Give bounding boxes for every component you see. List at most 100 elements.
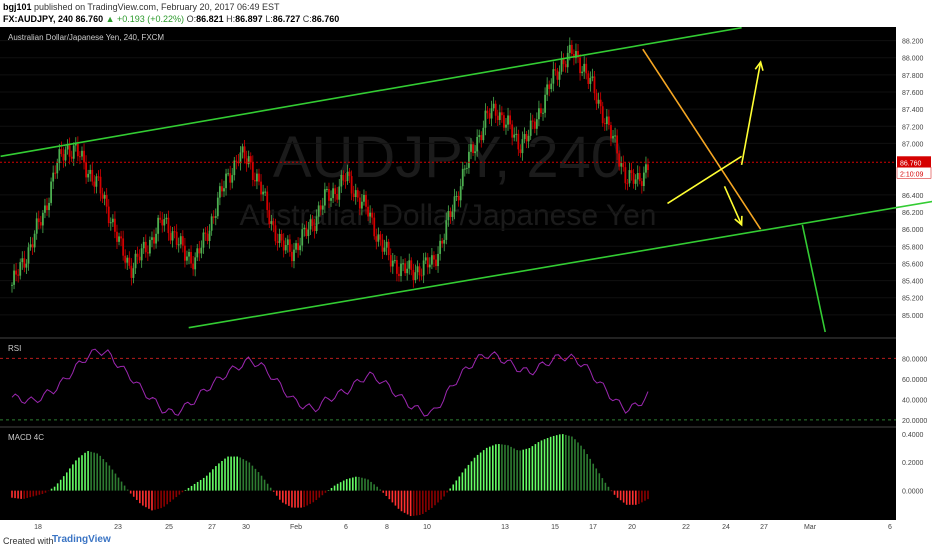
candle-body — [278, 233, 281, 243]
macd-bar — [525, 448, 528, 491]
candle-body — [614, 135, 616, 137]
macd-bar — [373, 484, 375, 491]
candle-body — [601, 106, 604, 124]
candle-body — [465, 167, 468, 169]
candle-body — [134, 253, 137, 269]
main-pane-title: Australian Dollar/Japanese Yen, 240, FXC… — [8, 33, 164, 42]
macd-bar — [440, 490, 442, 500]
orange-resistance[interactable] — [642, 48, 762, 230]
trading-chart[interactable]: AUDJPY, 240 Australian Dollar/Japanese Y… — [0, 27, 932, 532]
candle-body — [256, 173, 258, 182]
macd-bar — [260, 475, 263, 491]
candle-body — [202, 232, 205, 248]
candle-body — [533, 121, 536, 129]
candle-body — [529, 120, 532, 136]
candle-body — [511, 124, 514, 138]
candle-body — [11, 284, 13, 286]
macd-bar — [160, 490, 162, 509]
candle-body — [428, 264, 431, 268]
lower-channel-line[interactable] — [188, 195, 932, 329]
candle-body — [595, 93, 598, 104]
macd-bar — [236, 456, 238, 491]
candle-body — [472, 144, 474, 154]
candle-body — [233, 160, 236, 176]
candle-body — [538, 108, 540, 120]
tradingview-logo[interactable]: TradingView — [52, 534, 111, 545]
candle-body — [426, 257, 429, 268]
candle-body — [573, 54, 575, 58]
macd-bar — [482, 450, 485, 491]
candle-body — [317, 205, 320, 217]
macd-bar — [47, 490, 50, 492]
candle-body — [385, 241, 388, 248]
yellow-up-arrow[interactable] — [740, 61, 762, 166]
candle-body — [243, 146, 246, 159]
macd-bar — [552, 435, 555, 491]
macd-bar — [32, 490, 35, 497]
yellow-down-arrow[interactable] — [723, 185, 743, 226]
candle-body — [280, 233, 283, 241]
macd-bar — [604, 482, 607, 491]
low-value: 86.727 — [272, 14, 301, 24]
candle-body — [568, 44, 571, 53]
candle-body — [74, 143, 77, 146]
macd-bar — [400, 490, 403, 512]
candle-body — [527, 135, 530, 142]
candle-body — [358, 197, 361, 209]
candle-body — [264, 191, 267, 193]
macd-tick-label: 0.0000 — [902, 489, 924, 496]
candle-body — [44, 205, 46, 213]
macd-bar — [610, 490, 613, 492]
candle-body — [373, 217, 376, 237]
yellow-support[interactable] — [667, 155, 743, 205]
candle-body — [634, 179, 637, 184]
publisher-name[interactable]: bgj101 — [3, 2, 32, 12]
candle-body — [564, 64, 567, 68]
macd-bar — [139, 490, 141, 504]
candle-body — [323, 189, 326, 206]
ohlc-line: FX:AUDJPY, 240 86.760 ▲ +0.193 (+0.22%) … — [3, 14, 339, 24]
candle-body — [48, 202, 50, 211]
macd-bar — [242, 459, 245, 491]
candle-body — [328, 189, 330, 201]
upper-channel-line[interactable] — [0, 27, 742, 158]
macd-bar — [90, 451, 92, 491]
candle-body — [482, 127, 485, 141]
candle-body — [393, 260, 396, 262]
macd-bar — [461, 472, 464, 491]
macd-bar — [99, 455, 102, 491]
macd-bar — [406, 490, 409, 515]
open-value: 86.821 — [196, 14, 224, 24]
macd-bar — [561, 434, 564, 491]
macd-bar — [72, 464, 74, 491]
candle-body — [19, 262, 22, 276]
breakdown-line[interactable] — [801, 224, 826, 333]
candle-body — [418, 266, 421, 276]
candle-body — [85, 162, 87, 178]
candle-body — [319, 205, 322, 210]
macd-bar — [549, 436, 552, 491]
candle-body — [284, 245, 287, 251]
candle-body — [616, 135, 619, 154]
candle-body — [79, 156, 81, 158]
candle-body — [95, 176, 98, 187]
macd-bar — [504, 444, 506, 491]
candle-body — [486, 110, 489, 114]
macd-bar — [619, 490, 622, 501]
macd-bar — [391, 490, 394, 503]
macd-bar — [123, 485, 126, 491]
candle-body — [136, 253, 139, 257]
time-tick-label: 27 — [760, 524, 768, 531]
rsi-tick-label: 40.0000 — [902, 397, 927, 404]
candle-body — [642, 172, 645, 187]
candle-body — [15, 270, 18, 275]
macd-bar — [254, 468, 257, 491]
candle-body — [272, 221, 275, 226]
candle-body — [313, 226, 316, 232]
candle-body — [216, 197, 219, 217]
time-tick-label: 6 — [344, 524, 348, 531]
candle-body — [507, 115, 509, 125]
macd-bar — [108, 465, 111, 491]
candle-body — [500, 112, 503, 116]
macd-bar — [129, 490, 132, 494]
